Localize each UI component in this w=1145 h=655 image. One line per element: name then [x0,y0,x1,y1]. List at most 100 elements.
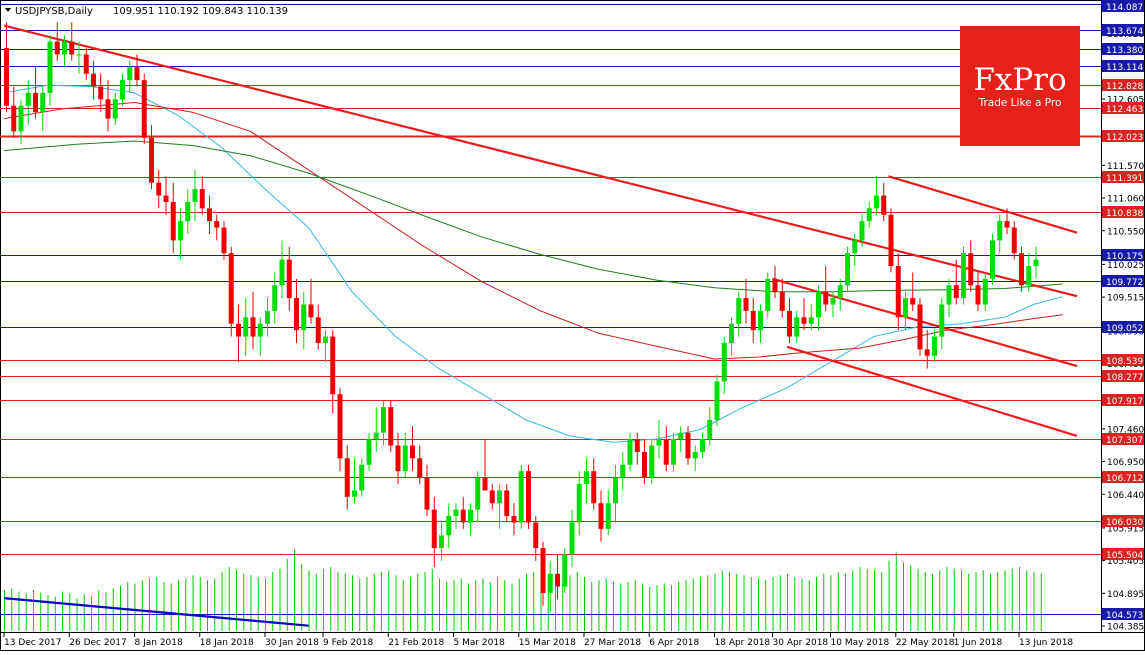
price-tag-box [1102,275,1144,287]
bear-candle [431,509,437,549]
bull-candle [272,285,278,311]
price-tag: 107.917 [1102,394,1144,407]
bear-candle [294,298,299,331]
price-tag-box [1102,102,1144,114]
bear-candle [540,548,546,593]
x-tick-label: 13 Jun 2018 [1019,638,1073,648]
bull-candle [468,509,473,523]
bull-candle [721,342,727,382]
x-tick-label: 26 Dec 2017 [69,638,127,648]
bull-candle [446,516,452,536]
candlesticks [4,22,1039,613]
price-tag-box [1102,515,1144,527]
bear-candle [555,573,560,587]
bull-candle [605,503,611,529]
price-tag: 104.573 [1102,608,1144,621]
bull-candle [576,483,582,523]
bear-candle [460,509,466,523]
bull-candle [402,445,408,472]
logo-tagline: Trade Like a Pro [978,97,1062,109]
bear-candle [170,201,176,241]
bear-candle [315,317,321,343]
bull-candle [656,439,662,446]
x-tick-label: 8 Jan 2018 [135,638,183,648]
y-tick-label: 106.440 [1107,491,1144,501]
symbol-label: USDJPYSB,Daily [15,6,93,17]
chevron-down-icon[interactable] [5,8,11,12]
price-tag-label: 113.380 [1106,46,1143,56]
bull-candle [547,573,553,593]
bull-candle [178,221,183,241]
bear-candle [968,253,974,286]
price-tag-label: 106.030 [1106,518,1143,528]
bull-candle [1033,259,1039,267]
bear-candle [1004,221,1010,228]
bear-candle [149,137,154,183]
x-tick-label: 6 Apr 2018 [649,638,699,648]
price-tag-label: 112.828 [1106,82,1143,92]
price-tag: 113.114 [1102,60,1144,73]
bear-candle [410,445,415,459]
bear-candle [910,298,916,305]
bull-candle [808,317,814,324]
ma-short-line [3,84,1063,443]
bull-candle [257,323,263,337]
bull-candle [845,253,850,286]
bull-candle [475,477,481,510]
bull-candle [866,208,872,222]
logo-brand: FxPro [973,62,1066,98]
price-tag-label: 112.023 [1106,133,1143,143]
bear-candle [787,310,792,337]
x-tick-label: 9 Feb 2018 [323,638,374,648]
x-tick-label: 1 Jun 2018 [954,638,1003,648]
bull-candle [112,99,118,119]
bear-candle [743,298,749,311]
bear-candle [69,41,75,55]
price-tag-label: 112.463 [1106,105,1143,115]
bear-candle [344,458,350,497]
bull-candle [1026,266,1032,286]
y-tick-label: 106.950 [1107,458,1144,468]
price-tag-box [1102,249,1144,261]
bear-candle [228,253,234,324]
bear-candle [953,285,959,299]
bear-candle [504,490,510,517]
x-tick-label: 15 Mar 2018 [519,638,576,648]
bull-candle [700,439,705,452]
x-tick-label: 13 Dec 2017 [4,638,62,648]
bear-candle [105,99,111,119]
bull-candle [279,259,285,286]
price-tag: 109.052 [1102,321,1144,334]
bull-candle [25,92,31,106]
bull-candle [562,554,568,587]
bull-candle [859,221,865,241]
logo-background [960,26,1080,146]
price-tag-label: 104.573 [1106,611,1143,621]
price-tag-label: 109.772 [1106,278,1143,288]
y-tick-label: 110.550 [1107,227,1144,237]
price-tag-label: 113.674 [1106,27,1143,37]
bear-candle [424,477,430,510]
bull-candle [62,41,67,55]
price-tag: 106.712 [1102,471,1144,484]
bull-candle [903,298,908,318]
price-tag: 114.087 [1102,0,1144,13]
bear-candle [395,445,401,472]
price-tag-box [1102,608,1144,620]
price-tag-label: 111.391 [1106,174,1143,184]
bull-candle [265,310,270,324]
price-tag-label: 105.504 [1106,551,1143,561]
bull-candle [692,451,698,459]
y-tick-label: 107.460 [1107,425,1144,435]
bear-candle [881,195,887,215]
bear-candle [83,54,89,74]
bull-candle [366,439,372,465]
price-tag-box [1102,394,1144,406]
bull-candle [185,201,191,222]
price-tag: 113.380 [1102,43,1144,56]
price-tag: 105.504 [1102,548,1144,561]
price-tag-box [1102,206,1144,218]
price-tag-label: 108.277 [1106,373,1143,383]
